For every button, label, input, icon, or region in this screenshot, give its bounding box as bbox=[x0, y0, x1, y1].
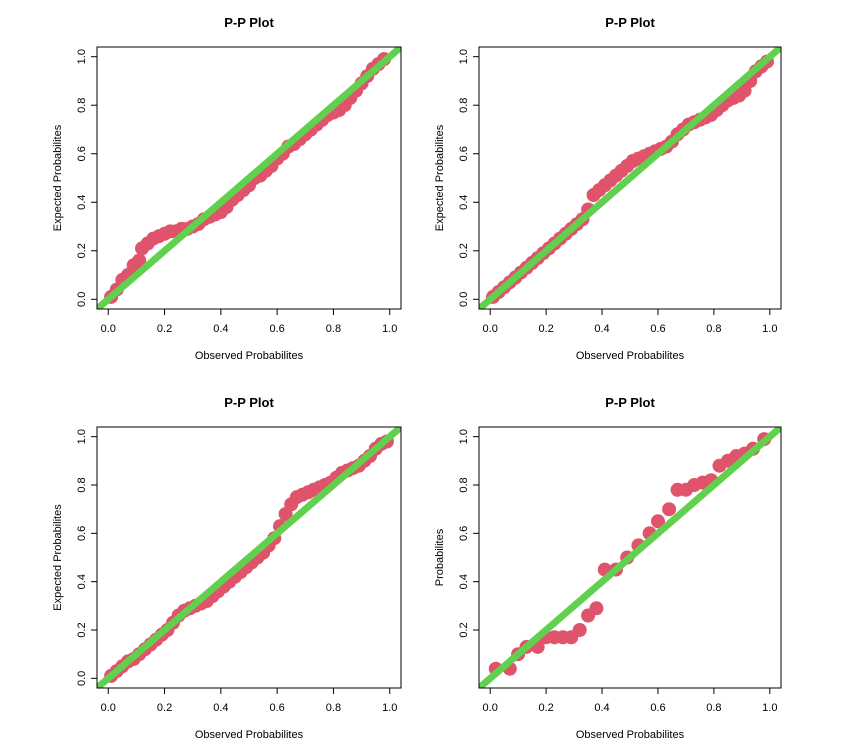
reference-line bbox=[97, 47, 401, 309]
chart-title: P-P Plot bbox=[224, 395, 274, 410]
reference-line bbox=[479, 427, 781, 688]
x-tick-label: 0.0 bbox=[101, 323, 116, 335]
y-tick-label: 0.0 bbox=[458, 292, 470, 307]
plot-frame bbox=[96, 46, 402, 310]
x-tick-label: 0.0 bbox=[101, 702, 116, 714]
chart-title: P-P Plot bbox=[605, 395, 655, 410]
x-axis-label: Observed Probabilites bbox=[195, 350, 304, 362]
plot-frame bbox=[96, 426, 402, 689]
x-tick-label: 0.8 bbox=[326, 323, 341, 335]
x-tick-label: 1.0 bbox=[762, 323, 777, 335]
y-tick-label: 0.6 bbox=[76, 526, 88, 541]
y-tick-label: 1.0 bbox=[76, 49, 88, 64]
x-axis-label: Observed Probabilites bbox=[576, 729, 685, 741]
x-tick-label: 0.4 bbox=[213, 702, 228, 714]
y-tick-label: 0.4 bbox=[76, 195, 88, 210]
x-tick-label: 0.4 bbox=[594, 323, 609, 335]
x-tick-label: 1.0 bbox=[382, 323, 397, 335]
x-tick-label: 0.4 bbox=[213, 323, 228, 335]
data-point bbox=[651, 514, 665, 529]
x-tick-label: 0.6 bbox=[650, 702, 665, 714]
pp-plot-panel-3: 0.0 0.2 0.4 0.6 0.8 1.0 0.0 0.2 0.4 0.6 0.8 1.0 P-P … bbox=[52, 395, 402, 741]
y-tick-label: 0.4 bbox=[458, 574, 470, 589]
y-tick-label: 0.6 bbox=[458, 146, 470, 161]
y-tick-label: 0.8 bbox=[458, 98, 470, 113]
y-tick-label: 0.2 bbox=[76, 622, 88, 637]
y-tick-label: 0.2 bbox=[458, 243, 470, 258]
reference-line bbox=[479, 47, 781, 309]
y-tick-label: 0.8 bbox=[76, 98, 88, 113]
x-tick-label: 0.2 bbox=[157, 702, 172, 714]
y-tick-label: 0.4 bbox=[76, 574, 88, 589]
x-tick-label: 0.0 bbox=[483, 323, 498, 335]
data-point bbox=[132, 253, 147, 268]
x-tick-label: 1.0 bbox=[382, 702, 397, 714]
y-axis-label: Expected Probabilites bbox=[52, 504, 64, 611]
x-axis-label: Observed Probabilites bbox=[576, 350, 685, 362]
y-tick-label: 0.0 bbox=[76, 292, 88, 307]
plot-frame bbox=[478, 46, 782, 310]
plot-frame bbox=[478, 426, 782, 689]
y-tick-label: 0.4 bbox=[458, 195, 470, 210]
x-axis-label: Observed Probabilites bbox=[195, 729, 304, 741]
x-tick-label: 0.2 bbox=[538, 702, 553, 714]
pp-plot-panel-2: 0.0 0.2 0.4 0.6 0.8 1.0 0.0 0.2 0.4 0.6 0.8 1.0 P-P … bbox=[434, 15, 782, 362]
x-tick-label: 0.8 bbox=[326, 702, 341, 714]
x-tick-label: 0.2 bbox=[157, 323, 172, 335]
y-tick-label: 0.8 bbox=[76, 477, 88, 492]
y-tick-label: 0.8 bbox=[458, 477, 470, 492]
y-tick-label: 1.0 bbox=[458, 429, 470, 444]
y-tick-label: 0.2 bbox=[76, 243, 88, 258]
y-tick-label: 1.0 bbox=[458, 49, 470, 64]
y-tick-label: 0.6 bbox=[458, 526, 470, 541]
y-axis-label: Expected Probabilites bbox=[52, 124, 64, 231]
y-axis-label: Expected Probabilites bbox=[434, 124, 446, 231]
y-tick-label: 0.6 bbox=[76, 146, 88, 161]
x-tick-label: 0.4 bbox=[594, 702, 609, 714]
chart-title: P-P Plot bbox=[605, 15, 655, 30]
x-tick-label: 0.8 bbox=[706, 702, 721, 714]
x-tick-label: 0.6 bbox=[650, 323, 665, 335]
data-point bbox=[572, 623, 587, 637]
chart-title: P-P Plot bbox=[224, 15, 274, 30]
pp-plot-panel-4: 0.0 0.2 0.4 0.6 0.8 1.0 0.2 0.4 0.6 0.8 1.0 P-P Plo… bbox=[434, 395, 782, 741]
y-tick-label: 0.2 bbox=[458, 622, 470, 637]
data-point bbox=[589, 601, 604, 616]
x-tick-label: 0.8 bbox=[706, 323, 721, 335]
data-point bbox=[662, 502, 677, 517]
pp-plot-panel-1: 0.0 0.2 0.4 0.6 0.8 1.0 0.0 0.2 0.4 0.6 0.8 1.0 P-P … bbox=[52, 15, 402, 362]
x-tick-label: 0.0 bbox=[483, 702, 498, 714]
y-axis-label: Probabilites bbox=[434, 528, 446, 586]
x-tick-label: 0.6 bbox=[269, 702, 284, 714]
reference-line bbox=[97, 427, 401, 688]
x-tick-label: 0.6 bbox=[269, 323, 284, 335]
x-tick-label: 1.0 bbox=[762, 702, 777, 714]
y-tick-label: 1.0 bbox=[76, 429, 88, 444]
y-tick-label: 0.0 bbox=[76, 671, 88, 686]
x-tick-label: 0.2 bbox=[538, 323, 553, 335]
